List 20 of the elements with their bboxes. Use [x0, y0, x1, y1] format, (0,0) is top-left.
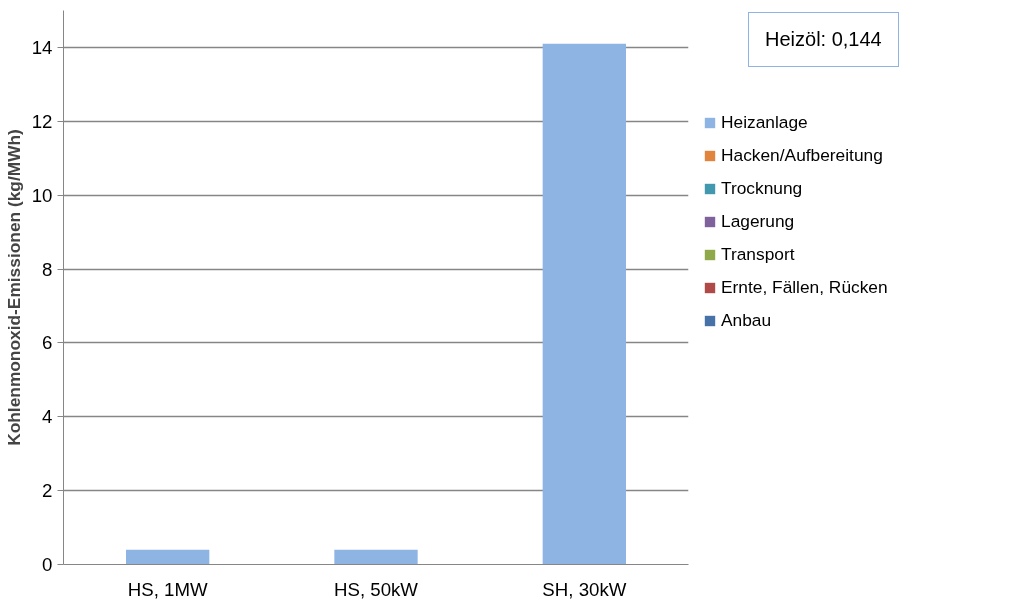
- legend-label: Heizanlage: [721, 111, 808, 133]
- y-tick-label: 0: [42, 554, 53, 575]
- y-tick-label: 12: [31, 110, 53, 132]
- text: Heizöl: 0,144: [765, 27, 882, 52]
- y-tick-label: 6: [42, 332, 53, 354]
- legend-label: Ernte, Fällen, Rücken: [721, 276, 888, 298]
- y-tick-label: 4: [42, 406, 53, 428]
- y-tick-label: 2: [42, 480, 53, 502]
- legend-label: Transport: [721, 243, 795, 265]
- legend-label: Trocknung: [721, 177, 803, 199]
- legend-label: Lagerung: [721, 210, 795, 232]
- x-tick-label: SH, 30kW: [542, 578, 627, 600]
- x-tick-label: HS, 50kW: [334, 578, 419, 600]
- legend-label: Hacken/Aufbereitung: [721, 144, 883, 166]
- y-tick-label: 10: [31, 184, 53, 206]
- x-tick-label: HS, 1MW: [127, 578, 208, 600]
- y-axis-title: Kohlenmonoxid-Emissionen (kg/MWh): [3, 129, 24, 446]
- y-tick-label: 8: [42, 258, 53, 280]
- legend-label: Anbau: [721, 309, 772, 331]
- y-tick-label: 14: [31, 36, 53, 58]
